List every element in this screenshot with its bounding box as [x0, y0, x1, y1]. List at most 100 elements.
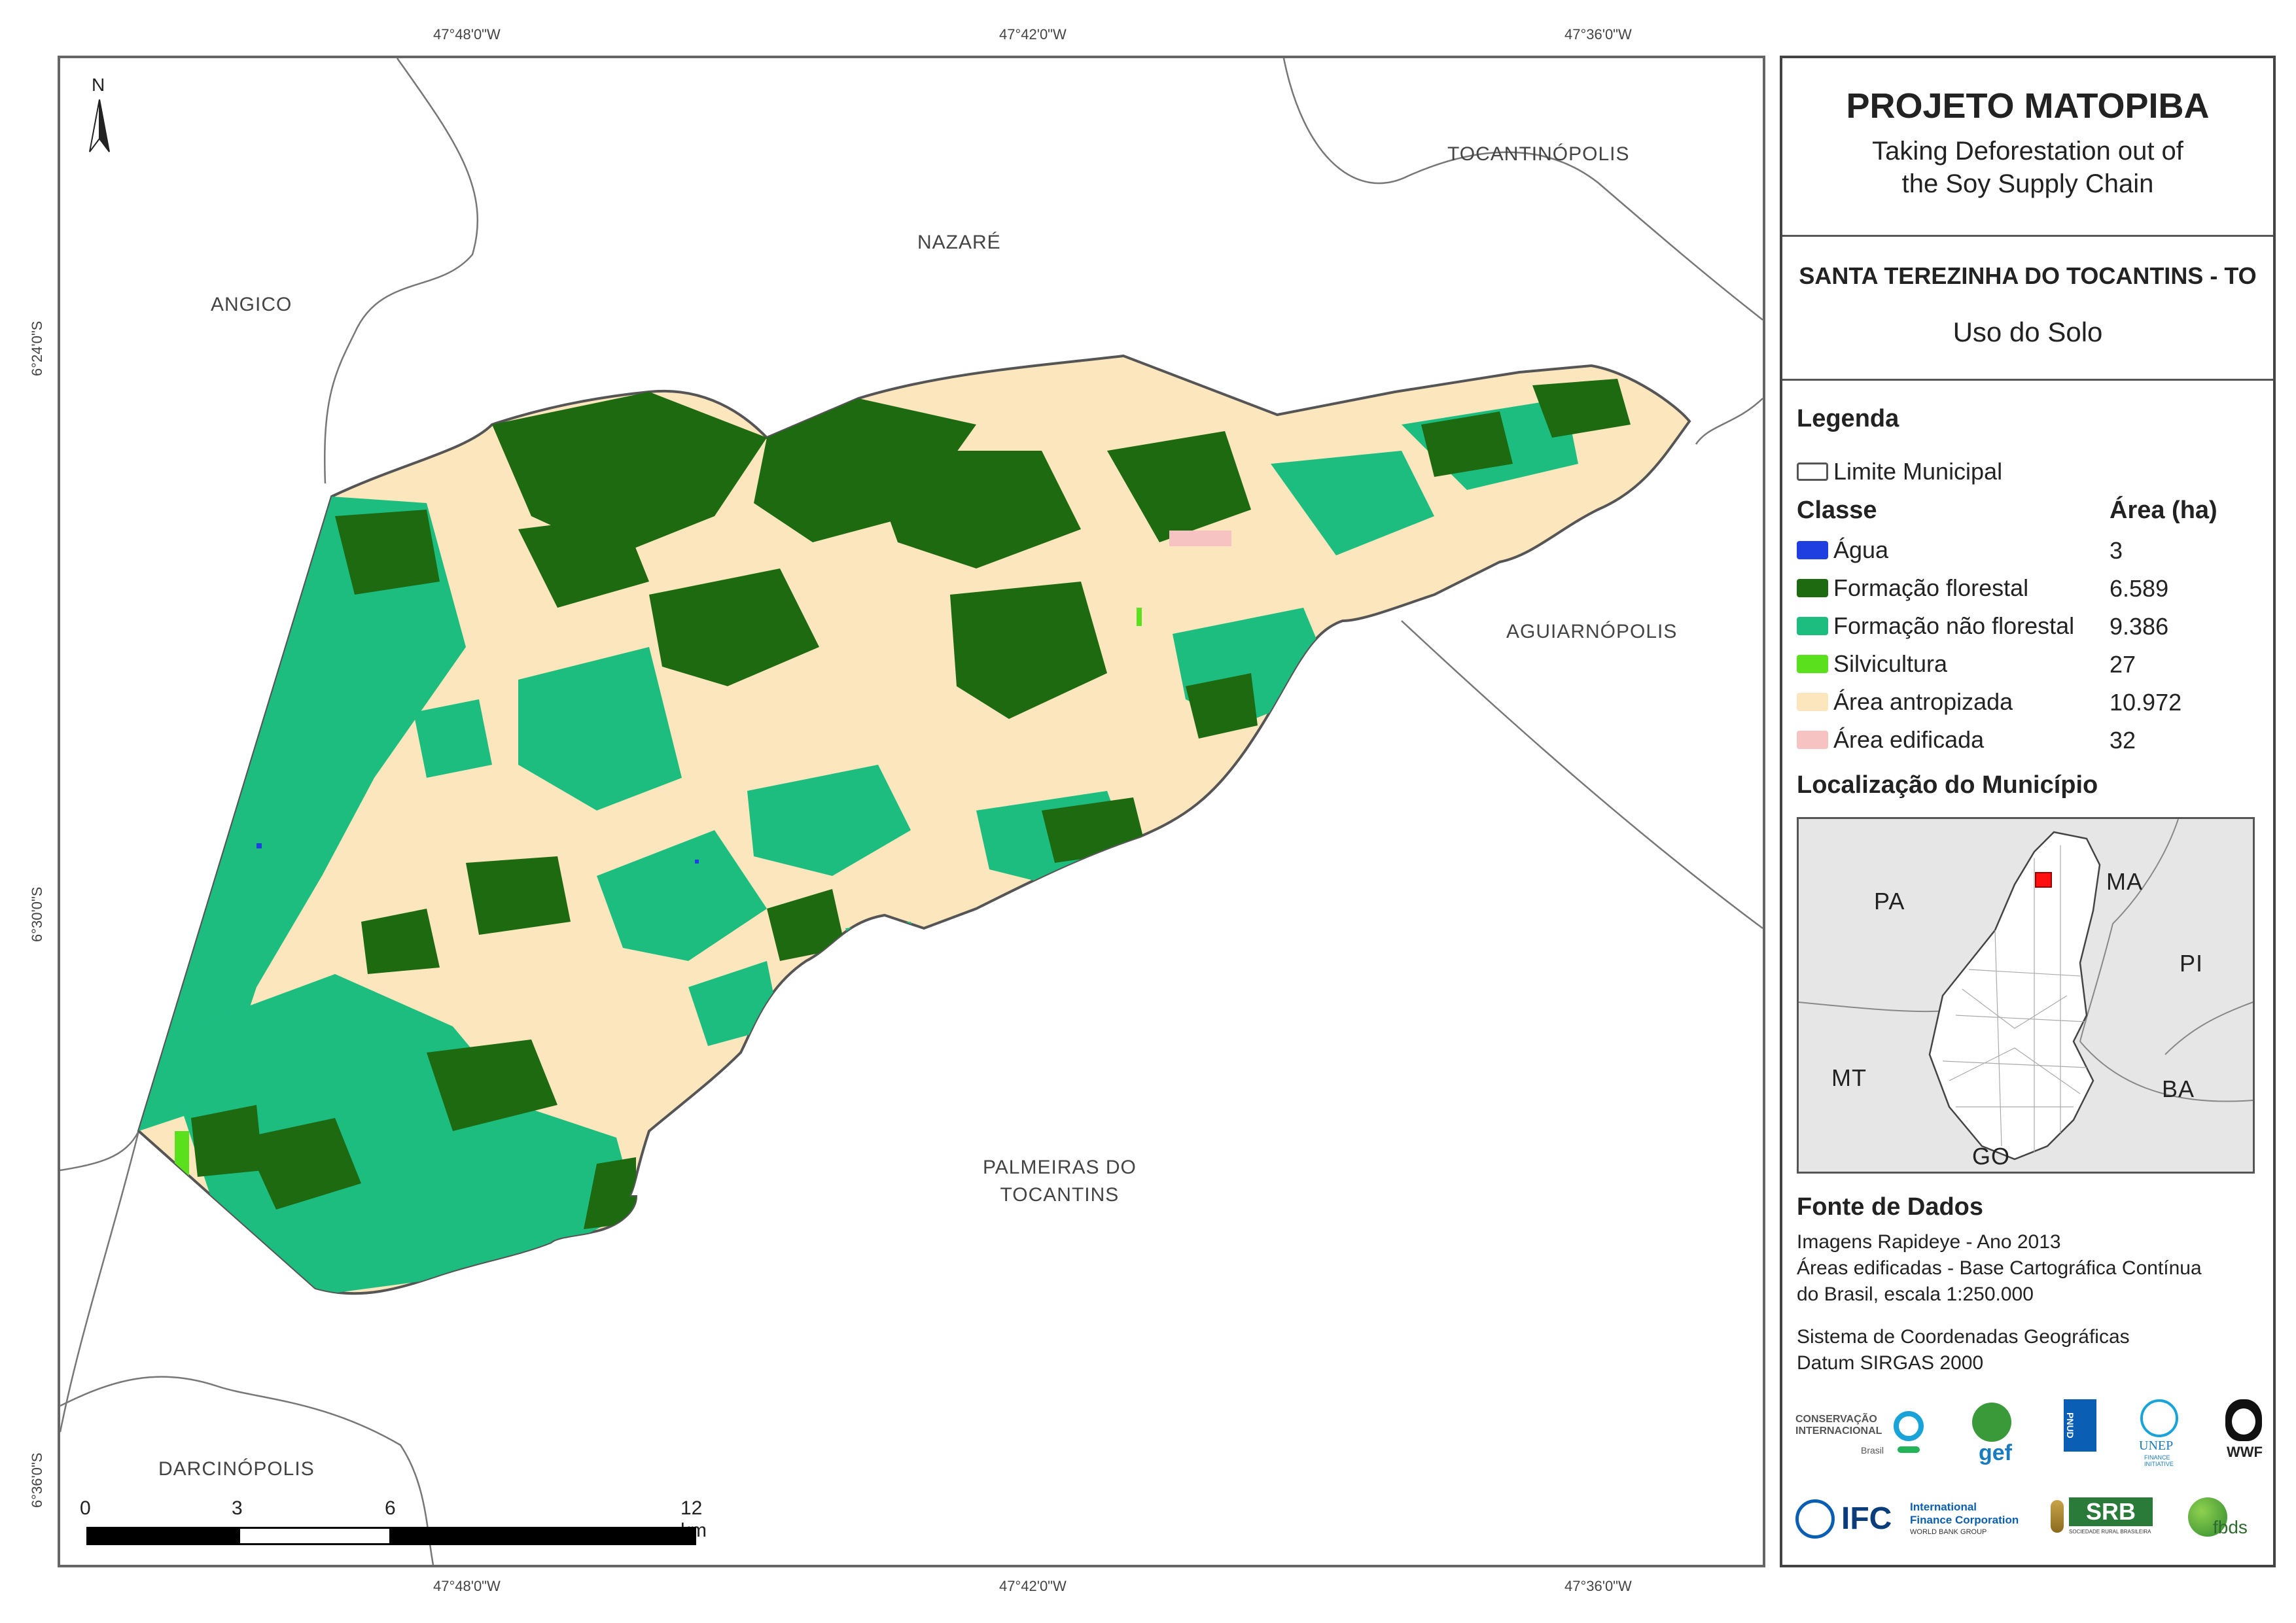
unep-sub: FINANCE INITIATIVE: [2144, 1454, 2174, 1467]
inset-label-pa: PA: [1874, 888, 1905, 915]
boundary-label: Limite Municipal: [1833, 458, 2003, 485]
label-darcinopolis: DARCINÓPOLIS: [158, 1458, 315, 1480]
label-aguiarnopolis: AGUIARNÓPOLIS: [1506, 621, 1678, 642]
source-line-1: Imagens Rapideye - Ano 2013: [1797, 1231, 2061, 1253]
coord-left-3: 6°36'0"S: [29, 1452, 45, 1508]
legend-swatch: [1797, 655, 1828, 673]
logo-undp: PNUD: [2057, 1399, 2103, 1471]
wwf-text: WWF: [2227, 1444, 2263, 1460]
ci-bar-icon: [1898, 1446, 1920, 1453]
scale-label-3: 3: [232, 1497, 243, 1519]
coord-bottom-1: 47°48'0"W: [433, 1578, 501, 1594]
inset-label-pi: PI: [2180, 950, 2204, 977]
ifc-line-3: WORLD BANK GROUP: [1910, 1528, 1987, 1536]
scale-segment-3: [391, 1527, 696, 1545]
source-heading: Fonte de Dados: [1797, 1193, 1984, 1221]
undp-box: PNUD: [2064, 1399, 2096, 1452]
legend-area: 9.386: [2110, 613, 2169, 640]
logo-wwf: WWF: [2217, 1399, 2270, 1471]
fbds-text: fbds: [2213, 1517, 2248, 1537]
inset-label-ma: MA: [2106, 868, 2143, 895]
label-angico: ANGICO: [211, 294, 292, 315]
label-palmeiras-line2: TOCANTINS: [1000, 1184, 1120, 1206]
legend-area: 6.589: [2110, 575, 2169, 602]
legend-item: Área antropizada: [1797, 688, 2013, 716]
label-palmeiras-line1: PALMEIRAS DO: [983, 1157, 1137, 1178]
legend-label: Área antropizada: [1833, 688, 2013, 715]
legend-area: 3: [2110, 537, 2123, 564]
coord-bottom-3: 47°36'0"W: [1564, 1578, 1632, 1594]
legend-heading: Legenda: [1797, 405, 1899, 432]
municipality-title: SANTA TEREZINHA DO TOCANTINS - TO: [1799, 262, 2257, 289]
source-line-3: do Brasil, escala 1:250.000: [1797, 1283, 2034, 1305]
coord-top-1: 47°48'0"W: [433, 26, 501, 43]
source-line-2: Áreas edificadas - Base Cartográfica Con…: [1797, 1257, 2202, 1279]
ifc-line-1: International: [1910, 1501, 1977, 1513]
legend-swatch: [1797, 617, 1828, 635]
logo-conservation-international: CONSERVAÇÃO INTERNACIONAL Brasil: [1795, 1406, 1939, 1465]
srb-text: SRB: [2069, 1497, 2153, 1526]
coord-bottom-2: 47°42'0"W: [999, 1578, 1067, 1594]
built-area-patches: [1169, 531, 1231, 546]
land-use-patches: [139, 379, 1631, 1294]
inset-label-ba: BA: [2162, 1075, 2195, 1102]
water-patches: [256, 843, 699, 864]
legend-swatch: [1797, 693, 1828, 711]
project-title: PROJETO MATOPIBA: [1846, 86, 2210, 126]
forest-patches: [191, 379, 1631, 1229]
legend-area: 32: [2110, 727, 2136, 754]
coord-left-1: 6°24'0"S: [29, 321, 45, 376]
logo-srb: SRB SOCIEDADE RURAL BRASILEIRA: [2051, 1497, 2162, 1543]
ifc-text: IFC: [1841, 1501, 1892, 1536]
logo-unep: UNEP FINANCE INITIATIVE: [2126, 1399, 2198, 1471]
legend-item: Silvicultura: [1797, 650, 1947, 678]
legend-swatch: [1797, 541, 1828, 559]
crs-line-1: Sistema de Coordenadas Geográficas: [1797, 1326, 2130, 1348]
separator: [1782, 235, 2273, 237]
label-palmeiras: PALMEIRAS DO TOCANTINS: [983, 1154, 1137, 1209]
scale-label-6: 6: [385, 1497, 396, 1519]
legend-area: 10.972: [2110, 689, 2182, 716]
legend-swatch: [1797, 731, 1828, 749]
ci-ring-icon: [1894, 1411, 1924, 1441]
gef-text: gef: [1979, 1440, 2012, 1465]
project-subtitle-1: Taking Deforestation out of: [1872, 137, 2183, 166]
legend-panel: PROJETO MATOPIBA Taking Deforestation ou…: [1780, 56, 2276, 1567]
logo-ifc: IFC International Finance Corporation WO…: [1795, 1494, 2038, 1546]
legend-item: Formação florestal: [1797, 574, 2028, 602]
tocantins-state: [1928, 831, 2101, 1161]
inset-map-svg: [1799, 819, 2253, 1161]
legend-label: Formação não florestal: [1833, 612, 2075, 639]
panda-face: [2232, 1408, 2255, 1435]
logo-gef: gef: [1966, 1403, 2024, 1468]
ifc-line-2: Finance Corporation: [1910, 1514, 2019, 1526]
scale-bar: 0 3 6 12 km: [80, 1497, 728, 1550]
land-use-map[interactable]: [60, 58, 1763, 1565]
north-arrow: N: [80, 75, 119, 153]
fbds-icon: [2188, 1497, 2227, 1537]
inset-label-mt: MT: [1831, 1064, 1867, 1091]
legend-swatch: [1797, 579, 1828, 597]
label-nazare: NAZARÉ: [917, 232, 1001, 253]
north-label: N: [92, 75, 105, 95]
unep-emblem-icon: [2140, 1399, 2178, 1437]
coord-top-3: 47°36'0"W: [1564, 26, 1632, 43]
legend-item: Água: [1797, 536, 1888, 565]
neighbour-boundaries: [60, 58, 1763, 1565]
class-heading: Classe: [1797, 497, 1877, 524]
map-frame[interactable]: N TOCANTINÓPOLIS NAZARÉ ANGICO AGUIARNÓP…: [58, 56, 1765, 1567]
scale-label-0: 0: [80, 1497, 91, 1519]
unep-text: UNEP: [2139, 1439, 2174, 1453]
municipality-highlight: [2035, 872, 2052, 888]
gef-globe-icon: [1972, 1403, 2011, 1442]
legend-label: Água: [1833, 536, 1889, 563]
area-heading: Área (ha): [2110, 497, 2217, 524]
legend-item: Formação não florestal: [1797, 612, 2074, 640]
legend-area: 27: [2110, 651, 2136, 678]
north-arrow-icon: [89, 99, 110, 152]
legend-boundary: Limite Municipal: [1797, 457, 2002, 486]
srb-sub: SOCIEDADE RURAL BRASILEIRA: [2069, 1529, 2151, 1535]
scale-segment-2: [238, 1527, 391, 1545]
legend-item: Área edificada: [1797, 725, 1984, 754]
scale-segment-1: [86, 1527, 238, 1545]
